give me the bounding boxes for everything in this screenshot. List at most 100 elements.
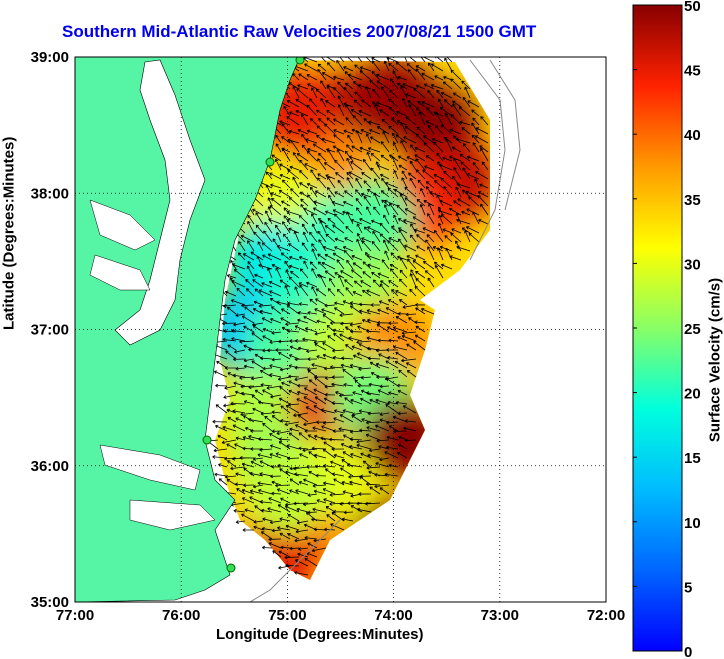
velocity-arrow bbox=[364, 501, 381, 506]
velocity-arrow bbox=[430, 84, 444, 90]
velocity-arrow bbox=[375, 424, 390, 432]
velocity-arrow bbox=[281, 123, 291, 135]
velocity-arrow bbox=[270, 403, 282, 408]
velocity-arrow bbox=[214, 472, 228, 477]
velocity-arrow bbox=[442, 81, 453, 90]
velocity-arrow bbox=[451, 228, 462, 234]
velocity-arrow bbox=[394, 360, 408, 369]
velocity-arrow bbox=[245, 279, 255, 288]
velocity-arrow bbox=[332, 252, 345, 261]
colorbar-tick-label: 5 bbox=[684, 579, 692, 596]
velocity-arrow bbox=[355, 197, 363, 207]
velocity-arrow bbox=[288, 276, 300, 288]
velocity-arrow bbox=[243, 325, 255, 333]
velocity-arrow bbox=[311, 243, 318, 252]
velocity-arrow bbox=[334, 301, 345, 306]
colorbar-tick-label: 35 bbox=[684, 192, 701, 209]
velocity-arrow bbox=[288, 432, 300, 441]
velocity-arrow bbox=[306, 129, 318, 135]
velocity-arrow bbox=[363, 118, 372, 126]
velocity-arrow bbox=[325, 100, 336, 108]
velocity-arrow bbox=[224, 366, 237, 370]
radar-site bbox=[265, 157, 275, 167]
velocity-arrow bbox=[243, 344, 255, 351]
velocity-arrow bbox=[400, 140, 408, 153]
bathymetry-contour bbox=[249, 519, 341, 602]
velocity-arrow bbox=[417, 179, 426, 189]
velocity-arrow bbox=[467, 100, 480, 108]
velocity-arrow bbox=[331, 401, 345, 405]
velocity-arrow bbox=[271, 331, 282, 335]
velocity-arrow bbox=[350, 505, 363, 513]
velocity-arrow bbox=[236, 488, 246, 495]
velocity-arrow bbox=[360, 389, 372, 396]
velocity-arrow bbox=[456, 182, 471, 189]
velocity-arrow bbox=[235, 313, 246, 318]
velocity-arrow bbox=[391, 289, 399, 297]
velocity-arrow bbox=[266, 385, 282, 390]
velocity-arrow bbox=[271, 528, 282, 533]
velocity-arrow bbox=[333, 129, 345, 135]
velocity-arrow bbox=[387, 299, 399, 306]
velocity-arrow bbox=[256, 255, 264, 270]
velocity-arrow bbox=[285, 269, 291, 279]
velocity-arrow bbox=[266, 267, 273, 279]
velocity-arrow bbox=[253, 525, 264, 531]
velocity-arrow bbox=[334, 307, 345, 315]
velocity-arrow bbox=[274, 158, 282, 171]
velocity-arrow bbox=[287, 514, 300, 522]
velocity-arrow bbox=[339, 393, 354, 398]
velocity-arrow bbox=[327, 176, 336, 189]
velocity-arrow bbox=[269, 172, 282, 180]
velocity-arrow bbox=[308, 98, 318, 108]
velocity-arrow bbox=[363, 195, 372, 207]
velocity-arrow bbox=[215, 404, 228, 414]
velocity-arrow bbox=[360, 375, 372, 380]
velocity-arrow bbox=[437, 222, 444, 234]
velocity-arrow bbox=[382, 130, 390, 144]
velocity-arrow bbox=[244, 426, 255, 432]
velocity-arrow bbox=[420, 57, 435, 63]
velocity-arrow bbox=[377, 338, 390, 343]
velocity-arrow bbox=[471, 122, 480, 135]
velocity-arrow bbox=[304, 163, 318, 171]
velocity-arrow bbox=[349, 305, 363, 315]
velocity-arrow bbox=[392, 141, 399, 153]
velocity-arrow bbox=[222, 425, 237, 432]
velocity-arrow bbox=[355, 189, 363, 198]
velocity-arrow bbox=[351, 345, 363, 351]
velocity-arrow bbox=[357, 83, 372, 90]
velocity-arrow bbox=[260, 531, 273, 540]
velocity-arrow bbox=[287, 456, 300, 461]
velocity-arrow bbox=[359, 66, 372, 72]
velocity-arrow bbox=[462, 143, 471, 153]
velocity-arrow bbox=[324, 384, 336, 389]
velocity-arrow bbox=[299, 191, 309, 198]
velocity-arrow bbox=[468, 232, 480, 243]
velocity-arrow bbox=[403, 219, 417, 225]
velocity-arrow bbox=[235, 417, 246, 423]
velocity-arrow bbox=[231, 328, 246, 333]
velocity-arrow bbox=[324, 253, 336, 261]
velocity-arrow bbox=[279, 517, 291, 522]
velocity-arrow bbox=[354, 379, 363, 387]
velocity-arrow bbox=[294, 339, 309, 343]
velocity-arrow bbox=[384, 451, 399, 459]
y-tick-label: 36:00 bbox=[31, 458, 69, 475]
velocity-arrow bbox=[406, 63, 417, 72]
velocity-arrow bbox=[344, 150, 354, 162]
velocity-arrow bbox=[387, 187, 399, 198]
velocity-arrow bbox=[318, 152, 327, 162]
velocity-arrow bbox=[317, 63, 327, 72]
velocity-arrow bbox=[459, 120, 471, 126]
velocity-arrow bbox=[254, 273, 264, 279]
colorbar-tick-label: 50 bbox=[684, 0, 701, 15]
velocity-arrow bbox=[399, 269, 408, 279]
velocity-arrow bbox=[415, 84, 426, 90]
velocity-arrow bbox=[442, 156, 453, 162]
velocity-arrow bbox=[268, 497, 282, 504]
velocity-arrow bbox=[365, 433, 381, 441]
velocity-arrow bbox=[407, 69, 417, 81]
velocity-arrow bbox=[366, 336, 381, 342]
